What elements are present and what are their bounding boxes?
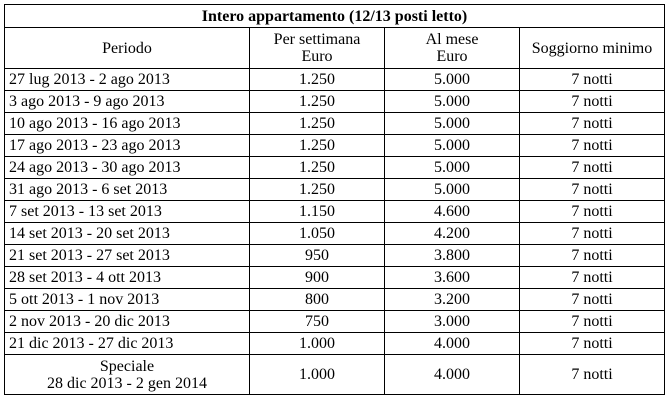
row-period: 14 set 2013 - 20 set 2013 — [4, 222, 250, 245]
row-period: 3 ago 2013 - 9 ago 2013 — [4, 90, 250, 113]
row-month-price: 5.000 — [384, 134, 520, 157]
table-row: 27 lug 2013 - 2 ago 2013 1.250 5.000 7 n… — [4, 68, 666, 91]
table-row: 10 ago 2013 - 16 ago 2013 1.250 5.000 7 … — [4, 112, 666, 135]
row-period: 21 dic 2013 - 27 dic 2013 — [4, 332, 250, 355]
row-week-price: 950 — [249, 244, 385, 267]
row-min-stay: 7 notti — [518, 310, 666, 333]
row-month-price: 3.000 — [384, 310, 520, 333]
row-week-price: 1.050 — [249, 222, 385, 245]
special-min-stay: 7 notti — [518, 354, 666, 395]
header-per-week: Per settimana Euro — [249, 27, 385, 69]
table-row: 3 ago 2013 - 9 ago 2013 1.250 5.000 7 no… — [4, 90, 666, 113]
table-row: 14 set 2013 - 20 set 2013 1.050 4.200 7 … — [4, 222, 666, 245]
row-month-price: 4.000 — [384, 332, 520, 355]
special-period-cell: Speciale 28 dic 2013 - 2 gen 2014 — [4, 354, 250, 395]
row-period: 24 ago 2013 - 30 ago 2013 — [4, 156, 250, 179]
row-period: 28 set 2013 - 4 ott 2013 — [4, 266, 250, 289]
row-week-price: 1.150 — [249, 200, 385, 223]
table-row: 31 ago 2013 - 6 set 2013 1.250 5.000 7 n… — [4, 178, 666, 201]
row-month-price: 5.000 — [384, 112, 520, 135]
header-per-week-line1: Per settimana — [273, 31, 361, 48]
table-title: Intero appartamento (12/13 posti letto) — [3, 4, 666, 28]
table-row: 7 set 2013 - 13 set 2013 1.150 4.600 7 n… — [4, 200, 666, 223]
table-row: 28 set 2013 - 4 ott 2013 900 3.600 7 not… — [4, 266, 666, 289]
table-row: 21 set 2013 - 27 set 2013 950 3.800 7 no… — [4, 244, 666, 267]
table-row-special: Speciale 28 dic 2013 - 2 gen 2014 1.000 … — [4, 354, 666, 395]
table-row: 21 dic 2013 - 27 dic 2013 1.000 4.000 7 … — [4, 332, 666, 355]
row-period: 27 lug 2013 - 2 ago 2013 — [4, 68, 250, 91]
special-week-price: 1.000 — [249, 354, 385, 395]
row-month-price: 5.000 — [384, 68, 520, 91]
row-period: 10 ago 2013 - 16 ago 2013 — [4, 112, 250, 135]
header-min-stay-label: Soggiorno minimo — [531, 39, 653, 57]
row-month-price: 5.000 — [384, 90, 520, 113]
row-week-price: 1.250 — [249, 134, 385, 157]
row-week-price: 1.000 — [249, 332, 385, 355]
row-period: 2 nov 2013 - 20 dic 2013 — [4, 310, 250, 333]
table-row: 5 ott 2013 - 1 nov 2013 800 3.200 7 nott… — [4, 288, 666, 311]
row-month-price: 4.200 — [384, 222, 520, 245]
row-month-price: 3.600 — [384, 266, 520, 289]
row-period: 17 ago 2013 - 23 ago 2013 — [4, 134, 250, 157]
header-min-stay: Soggiorno minimo — [518, 27, 666, 69]
header-per-month-line2: Euro — [436, 48, 468, 65]
special-month-price: 4.000 — [384, 354, 520, 395]
row-min-stay: 7 notti — [518, 266, 666, 289]
row-week-price: 1.250 — [249, 112, 385, 135]
special-period: 28 dic 2013 - 2 gen 2014 — [47, 374, 207, 392]
row-period: 31 ago 2013 - 6 set 2013 — [4, 178, 250, 201]
row-period: 7 set 2013 - 13 set 2013 — [4, 200, 250, 223]
row-min-stay: 7 notti — [518, 200, 666, 223]
row-week-price: 1.250 — [249, 68, 385, 91]
table-row: 2 nov 2013 - 20 dic 2013 750 3.000 7 not… — [4, 310, 666, 333]
row-min-stay: 7 notti — [518, 90, 666, 113]
row-month-price: 3.200 — [384, 288, 520, 311]
header-per-month-line1: Al mese — [425, 31, 479, 48]
row-month-price: 5.000 — [384, 156, 520, 179]
special-label: Speciale — [99, 357, 155, 375]
header-period: Periodo — [4, 27, 250, 69]
header-per-month: Al mese Euro — [384, 27, 520, 69]
table-row: 24 ago 2013 - 30 ago 2013 1.250 5.000 7 … — [4, 156, 666, 179]
price-table-container: Intero appartamento (12/13 posti letto) … — [3, 4, 666, 409]
row-week-price: 800 — [249, 288, 385, 311]
row-min-stay: 7 notti — [518, 112, 666, 135]
row-min-stay: 7 notti — [518, 288, 666, 311]
row-week-price: 750 — [249, 310, 385, 333]
row-min-stay: 7 notti — [518, 134, 666, 157]
row-period: 21 set 2013 - 27 set 2013 — [4, 244, 250, 267]
row-month-price: 3.800 — [384, 244, 520, 267]
row-week-price: 1.250 — [249, 90, 385, 113]
row-week-price: 900 — [249, 266, 385, 289]
row-week-price: 1.250 — [249, 156, 385, 179]
row-month-price: 4.600 — [384, 200, 520, 223]
row-min-stay: 7 notti — [518, 68, 666, 91]
row-week-price: 1.250 — [249, 178, 385, 201]
header-period-label: Periodo — [102, 39, 152, 57]
row-min-stay: 7 notti — [518, 332, 666, 355]
row-min-stay: 7 notti — [518, 222, 666, 245]
row-period: 5 ott 2013 - 1 nov 2013 — [4, 288, 250, 311]
price-table: Intero appartamento (12/13 posti letto) … — [3, 4, 666, 395]
row-min-stay: 7 notti — [518, 156, 666, 179]
row-min-stay: 7 notti — [518, 244, 666, 267]
row-month-price: 5.000 — [384, 178, 520, 201]
row-min-stay: 7 notti — [518, 178, 666, 201]
header-per-week-line2: Euro — [301, 48, 333, 65]
table-row: 17 ago 2013 - 23 ago 2013 1.250 5.000 7 … — [4, 134, 666, 157]
